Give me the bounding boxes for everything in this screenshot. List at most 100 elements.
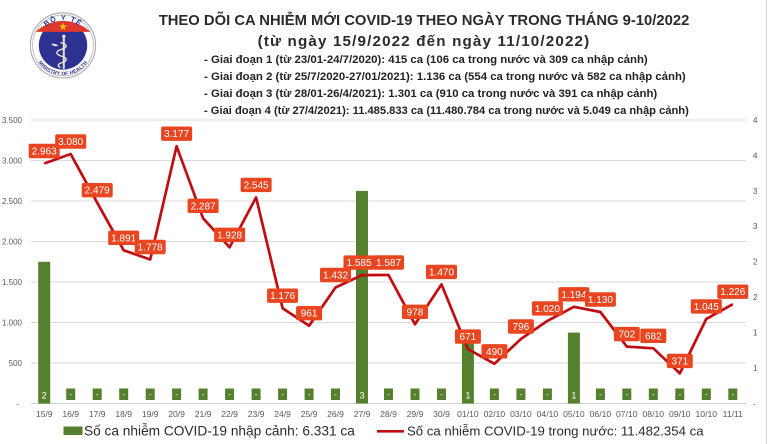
svg-text:11/11: 11/11 bbox=[723, 409, 743, 419]
svg-text:702: 702 bbox=[618, 330, 635, 341]
svg-text:1.891: 1.891 bbox=[111, 233, 136, 244]
svg-text:23/9: 23/9 bbox=[248, 409, 265, 419]
svg-text:1.045: 1.045 bbox=[694, 302, 719, 313]
svg-text:1.130: 1.130 bbox=[588, 295, 613, 306]
svg-text:1.020: 1.020 bbox=[535, 304, 560, 315]
svg-text:08/10: 08/10 bbox=[643, 409, 665, 419]
svg-text:490: 490 bbox=[486, 347, 503, 358]
svg-text:671: 671 bbox=[460, 332, 477, 343]
svg-text:371: 371 bbox=[671, 356, 688, 367]
svg-text:-: - bbox=[440, 390, 443, 399]
svg-text:-: - bbox=[493, 390, 496, 399]
svg-text:1.470: 1.470 bbox=[429, 267, 454, 278]
svg-text:24/9: 24/9 bbox=[274, 409, 291, 419]
svg-text:-: - bbox=[599, 390, 602, 399]
svg-text:2.000: 2.000 bbox=[2, 237, 23, 246]
svg-text:3: 3 bbox=[359, 391, 364, 401]
svg-text:04/10: 04/10 bbox=[537, 409, 559, 419]
svg-text:-: - bbox=[122, 390, 125, 399]
svg-text:26/9: 26/9 bbox=[327, 409, 344, 419]
svg-text:1.432: 1.432 bbox=[323, 271, 348, 282]
svg-text:-: - bbox=[414, 390, 417, 399]
svg-text:3: 3 bbox=[753, 222, 758, 231]
svg-text:-: - bbox=[705, 390, 708, 399]
svg-text:-: - bbox=[753, 399, 756, 408]
svg-text:19/9: 19/9 bbox=[142, 409, 159, 419]
svg-text:2.545: 2.545 bbox=[244, 180, 269, 191]
svg-text:1.778: 1.778 bbox=[138, 243, 163, 254]
svg-text:1.585: 1.585 bbox=[346, 258, 371, 269]
svg-text:2: 2 bbox=[753, 293, 758, 302]
svg-text:3.177: 3.177 bbox=[164, 129, 189, 140]
svg-text:-: - bbox=[96, 390, 99, 399]
svg-text:796: 796 bbox=[513, 322, 530, 333]
svg-text:2.479: 2.479 bbox=[85, 186, 110, 197]
svg-text:-: - bbox=[202, 390, 205, 399]
svg-text:2.500: 2.500 bbox=[2, 197, 23, 206]
svg-text:28/9: 28/9 bbox=[380, 409, 397, 419]
svg-text:961: 961 bbox=[301, 309, 318, 320]
svg-text:2.963: 2.963 bbox=[32, 147, 57, 158]
svg-text:09/10: 09/10 bbox=[669, 409, 691, 419]
svg-text:-: - bbox=[625, 390, 628, 399]
svg-text:02/10: 02/10 bbox=[484, 409, 506, 419]
svg-text:-: - bbox=[520, 390, 523, 399]
svg-text:29/9: 29/9 bbox=[407, 409, 424, 419]
svg-text:16/9: 16/9 bbox=[62, 409, 79, 419]
svg-text:Số ca nhiễm COVID-19 trong nướ: Số ca nhiễm COVID-19 trong nước: 11.482.… bbox=[407, 424, 704, 439]
svg-text:05/10: 05/10 bbox=[563, 409, 585, 419]
svg-text:25/9: 25/9 bbox=[301, 409, 318, 419]
svg-text:18/9: 18/9 bbox=[115, 409, 132, 419]
svg-text:2: 2 bbox=[42, 391, 47, 401]
svg-text:-: - bbox=[16, 399, 19, 408]
svg-text:-: - bbox=[308, 390, 311, 399]
svg-text:1: 1 bbox=[753, 364, 758, 373]
svg-text:1: 1 bbox=[753, 329, 758, 338]
svg-text:-: - bbox=[228, 390, 231, 399]
svg-text:-: - bbox=[678, 390, 681, 399]
svg-text:27/9: 27/9 bbox=[354, 409, 371, 419]
svg-text:1: 1 bbox=[571, 391, 576, 401]
svg-text:-: - bbox=[281, 390, 284, 399]
svg-text:1.928: 1.928 bbox=[217, 230, 242, 241]
svg-text:10/10: 10/10 bbox=[696, 409, 718, 419]
svg-text:3: 3 bbox=[753, 187, 758, 196]
svg-text:-: - bbox=[69, 390, 72, 399]
svg-text:-: - bbox=[731, 390, 734, 399]
svg-text:-: - bbox=[334, 390, 337, 399]
svg-text:1.176: 1.176 bbox=[270, 291, 295, 302]
svg-text:500: 500 bbox=[9, 359, 23, 368]
svg-text:4: 4 bbox=[753, 151, 758, 160]
svg-text:15/9: 15/9 bbox=[36, 409, 53, 419]
svg-text:1.000: 1.000 bbox=[2, 318, 23, 327]
svg-text:21/9: 21/9 bbox=[195, 409, 212, 419]
svg-text:-: - bbox=[149, 390, 152, 399]
svg-text:4: 4 bbox=[753, 116, 758, 125]
svg-text:22/9: 22/9 bbox=[221, 409, 238, 419]
svg-text:1.226: 1.226 bbox=[720, 287, 745, 298]
svg-text:17/9: 17/9 bbox=[89, 409, 106, 419]
svg-text:1.194: 1.194 bbox=[561, 290, 586, 301]
svg-text:30/9: 30/9 bbox=[433, 409, 450, 419]
svg-text:3.080: 3.080 bbox=[58, 137, 83, 148]
svg-text:-: - bbox=[652, 390, 655, 399]
svg-text:-: - bbox=[255, 390, 258, 399]
svg-text:2: 2 bbox=[753, 258, 758, 267]
svg-text:07/10: 07/10 bbox=[616, 409, 638, 419]
svg-text:1: 1 bbox=[465, 391, 470, 401]
svg-text:01/10: 01/10 bbox=[457, 409, 479, 419]
svg-text:682: 682 bbox=[645, 331, 662, 342]
svg-text:2.287: 2.287 bbox=[191, 201, 216, 212]
svg-text:-: - bbox=[175, 390, 178, 399]
svg-text:03/10: 03/10 bbox=[510, 409, 532, 419]
svg-text:1.587: 1.587 bbox=[376, 258, 401, 269]
svg-text:20/9: 20/9 bbox=[168, 409, 185, 419]
svg-text:-: - bbox=[387, 390, 390, 399]
svg-text:3.000: 3.000 bbox=[2, 156, 23, 165]
svg-text:3.500: 3.500 bbox=[2, 116, 23, 125]
svg-text:-: - bbox=[546, 390, 549, 399]
svg-text:1.500: 1.500 bbox=[2, 278, 23, 287]
svg-text:978: 978 bbox=[407, 307, 424, 318]
svg-text:06/10: 06/10 bbox=[590, 409, 612, 419]
svg-text:Số ca nhiễm COVID-19 nhập cảnh: Số ca nhiễm COVID-19 nhập cảnh: 6.331 ca bbox=[84, 424, 355, 439]
